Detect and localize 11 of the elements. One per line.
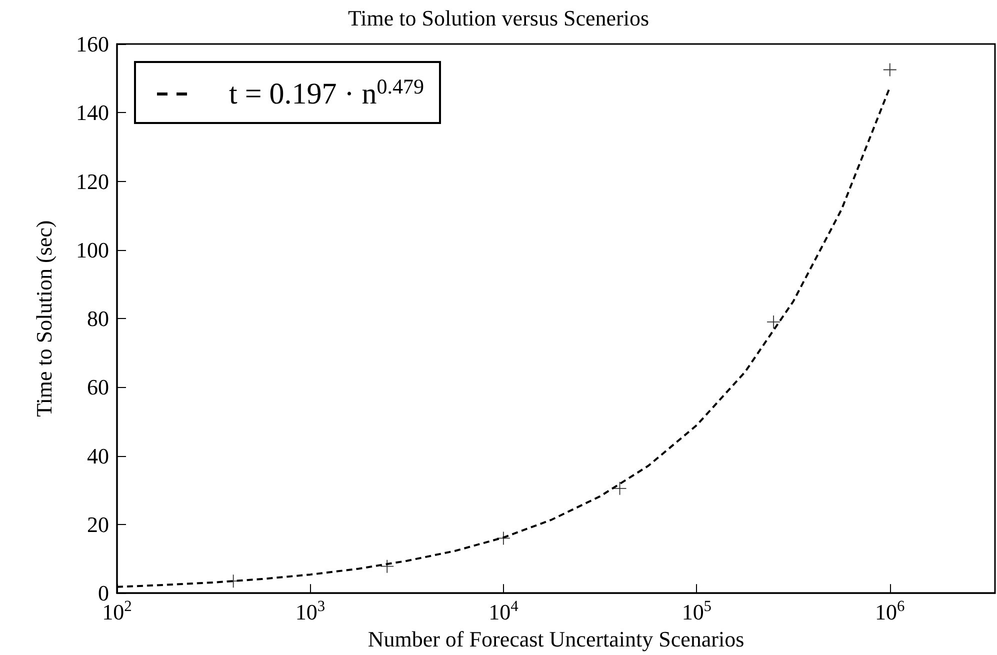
- y-tick-label: 60: [87, 374, 109, 400]
- y-tick-label: 40: [87, 443, 109, 468]
- y-tick-label: 160: [76, 32, 109, 56]
- chart-title: Time to Solution versus Scenerios: [348, 6, 650, 30]
- y-tick-label: 120: [76, 168, 109, 194]
- y-axis-title: Time to Solution (sec): [32, 220, 56, 417]
- y-tick-label: 80: [87, 306, 109, 332]
- y-tick-label: 140: [76, 100, 109, 126]
- x-axis-title: Number of Forecast Uncertainty Scenarios: [368, 626, 744, 652]
- y-tick-label: 100: [76, 237, 109, 262]
- y-tick-label: 20: [87, 512, 109, 537]
